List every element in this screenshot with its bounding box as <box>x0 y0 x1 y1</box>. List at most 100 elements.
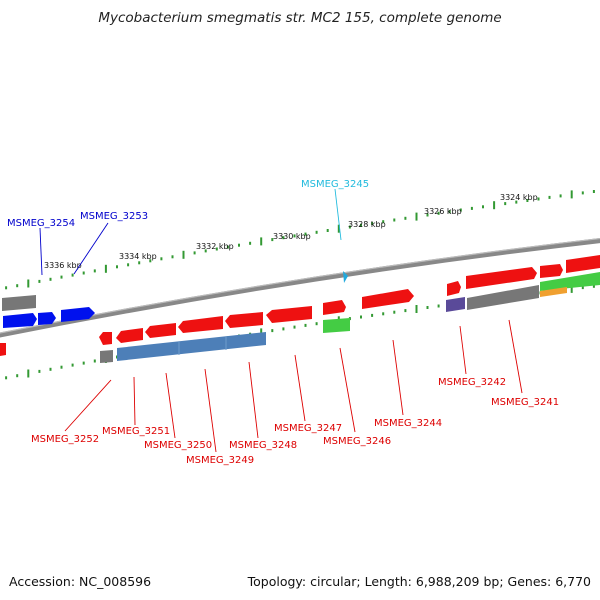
feature-block[interactable] <box>467 285 539 310</box>
ruler-minor-tick <box>559 194 562 198</box>
ruler-minor-tick <box>526 199 529 202</box>
gene-label[interactable]: MSMEG_3253 <box>80 211 148 222</box>
ruler-major-tick <box>570 284 573 293</box>
ruler-minor-tick <box>149 259 152 263</box>
accession-text: Accession: NC_008596 <box>9 574 152 589</box>
ruler-minor-tick <box>82 271 85 275</box>
ruler-minor-tick <box>426 213 429 217</box>
gene-label[interactable]: MSMEG_3249 <box>186 455 254 466</box>
ruler-minor-tick <box>515 200 518 204</box>
ruler-major-tick <box>104 264 107 273</box>
genome-backbone <box>0 238 600 338</box>
gene-label[interactable]: MSMEG_3241 <box>491 397 559 408</box>
ruler-minor-tick <box>326 229 329 232</box>
leader-line <box>459 325 467 375</box>
ruler-minor-tick <box>282 327 285 331</box>
ruler-minor-tick <box>548 195 551 199</box>
ruler-minor-tick <box>38 279 41 283</box>
gene-label[interactable]: MSMEG_3247 <box>274 423 342 434</box>
ruler-label: 3324 kbp <box>500 193 538 202</box>
feature-block[interactable] <box>540 272 600 291</box>
feature-arrow[interactable] <box>145 323 176 338</box>
ruler-major-tick <box>182 250 185 259</box>
feature-arrow[interactable] <box>362 289 414 309</box>
feature-arrow[interactable] <box>61 307 95 322</box>
ruler-minor-tick <box>71 363 74 367</box>
feature-block[interactable] <box>540 287 567 297</box>
ruler-minor-tick <box>592 284 595 288</box>
feature-block[interactable] <box>100 350 113 363</box>
ruler-minor-tick <box>138 261 141 265</box>
ruler-label: 3334 kbp <box>119 252 157 261</box>
ruler-major-tick <box>493 201 496 210</box>
ruler-major-tick <box>415 305 418 313</box>
ruler-minor-tick <box>459 208 462 212</box>
leader-line <box>392 339 404 416</box>
feature-arrow[interactable] <box>466 267 537 289</box>
ruler-minor-tick <box>382 312 385 316</box>
ruler-minor-tick <box>271 329 274 333</box>
gene-label[interactable]: MSMEG_3248 <box>229 440 297 451</box>
gene-label[interactable]: MSMEG_3246 <box>323 436 391 447</box>
gene-label[interactable]: MSMEG_3252 <box>31 434 99 445</box>
feature-arrow[interactable] <box>38 312 56 325</box>
ruler-minor-tick <box>293 325 296 329</box>
forward-strand-features <box>2 255 600 333</box>
ruler-minor-tick <box>49 277 52 281</box>
ruler-label: 3330 kbp <box>273 232 311 241</box>
ruler-minor-tick <box>304 232 307 236</box>
ruler-minor-tick <box>437 211 440 215</box>
ruler-minor-tick <box>293 234 296 238</box>
feature-arrow[interactable] <box>178 316 223 333</box>
ruler-minor-tick <box>38 369 41 373</box>
ruler-minor-tick <box>426 306 429 309</box>
ruler-minor-tick <box>315 230 318 234</box>
gene-label[interactable]: MSMEG_3254 <box>7 218 75 229</box>
feature-arrow[interactable] <box>540 264 563 278</box>
leader-line <box>508 319 523 394</box>
ruler-minor-tick <box>315 322 318 326</box>
leader-line <box>204 368 217 453</box>
feature-arrow[interactable] <box>323 300 346 315</box>
feature-arrow[interactable] <box>225 312 263 328</box>
ruler-minor-tick <box>404 309 407 313</box>
ruler-minor-tick <box>49 367 52 371</box>
ruler-minor-tick <box>271 238 274 242</box>
gene-label[interactable]: MSMEG_3245 <box>301 179 369 190</box>
gene-label[interactable]: MSMEG_3242 <box>438 377 506 388</box>
leader-line <box>339 347 356 433</box>
ruler-minor-tick <box>592 190 595 193</box>
reverse-strand-features <box>0 306 312 363</box>
ruler-minor-tick <box>371 222 374 225</box>
feature-block[interactable] <box>2 295 36 311</box>
ruler-minor-tick <box>437 304 440 308</box>
feature-arrow[interactable] <box>447 281 461 296</box>
feature-block[interactable] <box>117 332 266 361</box>
feature-block[interactable] <box>446 297 465 312</box>
feature-arrow[interactable] <box>266 306 312 323</box>
gene-label[interactable]: MSMEG_3251 <box>102 426 170 437</box>
leader-line <box>294 354 306 422</box>
ruler-minor-tick <box>116 265 118 269</box>
ruler-minor-tick <box>504 202 507 206</box>
leader-line <box>248 361 259 439</box>
ruler-minor-tick <box>93 359 96 363</box>
gene-label[interactable]: MSMEG_3244 <box>374 418 442 429</box>
ruler-minor-tick <box>371 313 374 317</box>
feature-arrow[interactable] <box>116 328 143 343</box>
feature-arrow[interactable] <box>566 255 600 273</box>
leader-line <box>39 227 43 276</box>
ruler-minor-tick <box>171 255 174 259</box>
ruler-minor-tick <box>581 191 584 195</box>
leader-line <box>334 188 342 241</box>
ruler-minor-tick <box>482 205 484 209</box>
ruler-major-tick <box>27 369 30 378</box>
feature-arrow[interactable] <box>3 313 37 328</box>
feature-arrow[interactable] <box>99 332 112 345</box>
ruler-major-tick <box>337 224 340 233</box>
gene-label[interactable]: MSMEG_3250 <box>144 440 212 451</box>
feature-arrow[interactable] <box>0 343 6 356</box>
feature-block[interactable] <box>323 318 350 333</box>
ruler-minor-tick <box>382 220 385 224</box>
